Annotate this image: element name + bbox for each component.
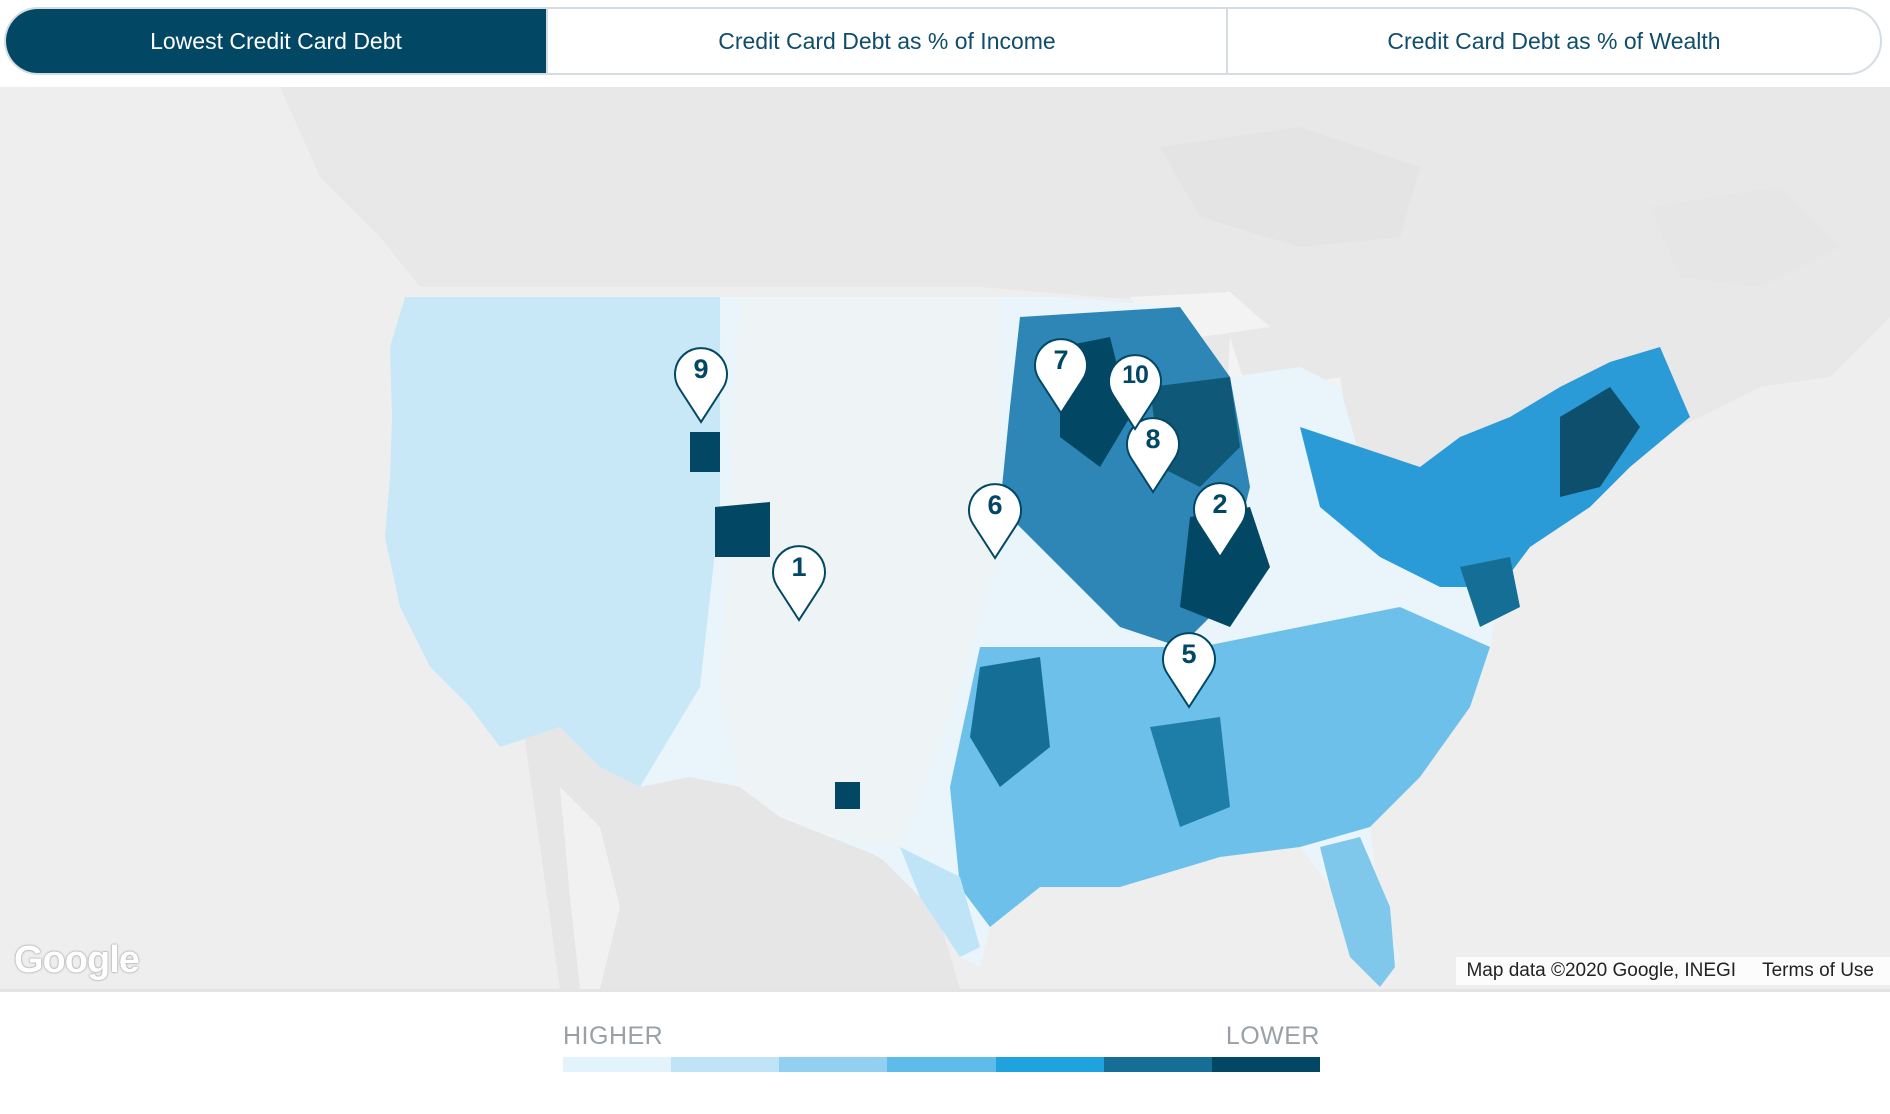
- map-marker-1[interactable]: 1: [769, 542, 829, 622]
- marker-number: 7: [1053, 345, 1069, 375]
- map-attribution: Map data ©2020 Google, INEGI Terms of Us…: [1456, 957, 1890, 985]
- map-marker-2[interactable]: 2: [1190, 479, 1250, 559]
- tab-debt-percent-income[interactable]: Credit Card Debt as % of Income: [548, 9, 1228, 73]
- terms-of-use-link[interactable]: Terms of Use: [1762, 960, 1874, 981]
- marker-number: 5: [1181, 639, 1197, 669]
- marker-number: 6: [987, 490, 1003, 520]
- tab-debt-percent-wealth[interactable]: Credit Card Debt as % of Wealth: [1387, 27, 1721, 54]
- legend-swatch-3: [779, 1057, 888, 1072]
- map-marker-6[interactable]: 6: [965, 480, 1025, 560]
- marker-number: 2: [1212, 489, 1228, 519]
- legend-swatch-4: [887, 1057, 996, 1072]
- legend-swatch-7: [1211, 1057, 1320, 1072]
- marker-number: 8: [1145, 424, 1161, 454]
- map-marker-10[interactable]: 10: [1105, 351, 1165, 431]
- google-logo: Google: [14, 939, 140, 981]
- marker-number: 9: [693, 354, 709, 384]
- legend-swatch-1: [563, 1057, 672, 1072]
- legend-bar: [563, 1057, 1320, 1072]
- map-marker-7[interactable]: 7: [1031, 335, 1091, 415]
- color-legend: HIGHER LOWER: [563, 1022, 1320, 1072]
- map-marker-5[interactable]: 5: [1159, 629, 1219, 709]
- legend-swatch-6: [1103, 1057, 1212, 1072]
- legend-higher-label: HIGHER: [563, 1022, 664, 1050]
- metric-tabs: Lowest Credit Card Debt Credit Card Debt…: [4, 7, 1882, 75]
- marker-number: 10: [1122, 361, 1149, 389]
- legend-lower-label: LOWER: [1225, 1022, 1320, 1050]
- county-map[interactable]: 1 2 5 6 7 8 9 10 Google Map data ©2020 G…: [0, 87, 1890, 989]
- map-marker-8[interactable]: 8: [1123, 414, 1183, 494]
- map-data-credit: Map data ©2020 Google, INEGI: [1466, 960, 1737, 981]
- divider: [0, 989, 1890, 992]
- legend-swatch-2: [671, 1057, 780, 1072]
- map-marker-9[interactable]: 9: [671, 344, 731, 424]
- legend-swatch-5: [995, 1057, 1104, 1072]
- basemap: [280, 87, 1890, 989]
- marker-number: 1: [791, 552, 807, 582]
- tab-lowest-credit-card-debt[interactable]: Lowest Credit Card Debt: [6, 9, 548, 73]
